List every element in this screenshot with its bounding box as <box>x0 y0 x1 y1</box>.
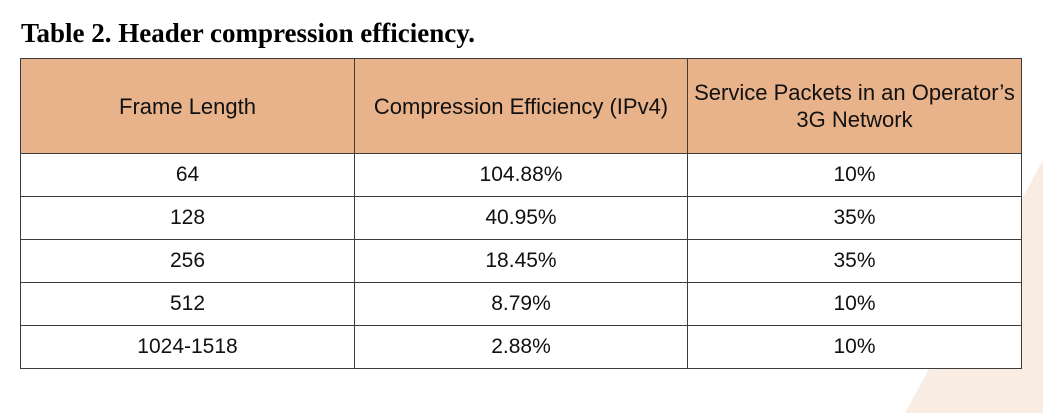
table-row: 128 40.95% 35% <box>20 196 1022 240</box>
cell-service-packets: 10% <box>687 325 1022 369</box>
cell-compression-efficiency: 2.88% <box>354 325 688 369</box>
header-row: Frame Length Compression Efficiency (IPv… <box>20 58 1022 154</box>
cell-compression-efficiency: 8.79% <box>354 282 688 326</box>
cell-compression-efficiency: 104.88% <box>354 153 688 197</box>
table-row: 512 8.79% 10% <box>20 282 1022 326</box>
cell-service-packets: 10% <box>687 282 1022 326</box>
table-row: 64 104.88% 10% <box>20 153 1022 197</box>
cell-frame-length: 256 <box>20 239 355 283</box>
cell-compression-efficiency: 18.45% <box>354 239 688 283</box>
cell-service-packets: 35% <box>687 239 1022 283</box>
cell-service-packets: 10% <box>687 153 1022 197</box>
header-compression-efficiency: Compression Efficiency (IPv4) <box>354 58 688 154</box>
cell-frame-length: 512 <box>20 282 355 326</box>
header-frame-length: Frame Length <box>20 58 355 154</box>
header-service-packets: Service Packets in an Operator’s 3G Netw… <box>687 58 1022 154</box>
cell-compression-efficiency: 40.95% <box>354 196 688 240</box>
table-row: 1024-1518 2.88% 10% <box>20 325 1022 369</box>
compression-table: Frame Length Compression Efficiency (IPv… <box>20 58 1022 369</box>
cell-frame-length: 64 <box>20 153 355 197</box>
cell-service-packets: 35% <box>687 196 1022 240</box>
cell-frame-length: 128 <box>20 196 355 240</box>
table-caption: Table 2. Header compression efficiency. <box>21 18 475 48</box>
cell-frame-length: 1024-1518 <box>20 325 355 369</box>
table-row: 256 18.45% 35% <box>20 239 1022 283</box>
